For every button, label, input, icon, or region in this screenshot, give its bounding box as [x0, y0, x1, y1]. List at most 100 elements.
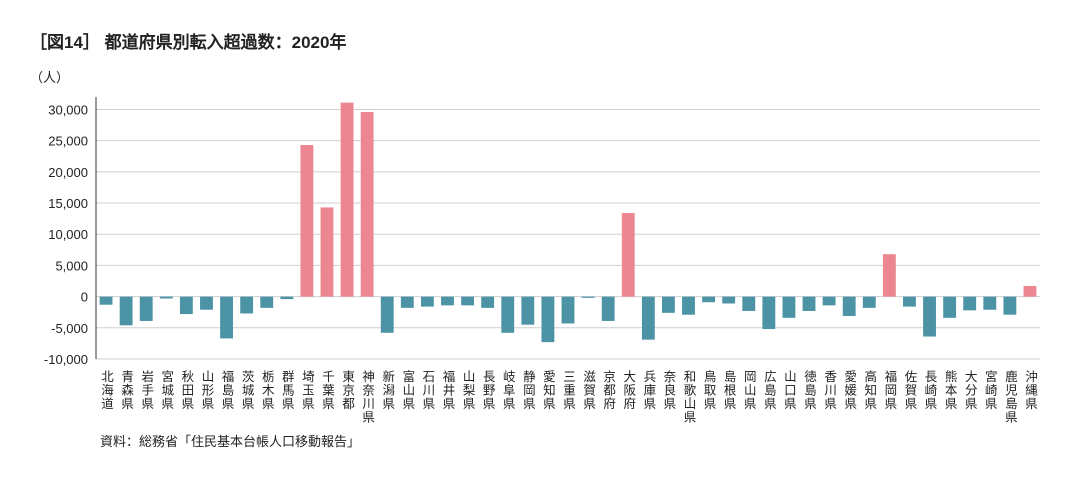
- bar: [420, 296, 434, 307]
- bar: [943, 296, 957, 318]
- bar: [300, 145, 314, 297]
- x-tick-label: 埼玉県: [300, 370, 314, 411]
- bar: [802, 296, 816, 311]
- x-tick-label: 滋賀県: [581, 369, 595, 411]
- x-tick-label: 静岡県: [521, 370, 535, 411]
- x-tick-label: 和歌山県: [682, 370, 696, 424]
- bar: [561, 296, 575, 324]
- x-tick-label: 山形県: [199, 370, 213, 411]
- bar: [521, 296, 535, 325]
- bar: [260, 296, 274, 308]
- bar: [842, 296, 856, 316]
- bar: [280, 296, 294, 300]
- bar: [722, 296, 736, 304]
- x-tick-label: 奈良県: [661, 370, 675, 411]
- x-tick-label: 宮崎県: [983, 369, 997, 411]
- x-tick-label: 宮城県: [159, 369, 173, 411]
- x-tick-label: 京都府: [601, 370, 615, 411]
- x-tick-label: 鹿児島県: [1003, 369, 1017, 424]
- y-axis-unit: （人）: [30, 70, 69, 85]
- bar: [481, 296, 495, 308]
- y-tick-label: 30,000: [48, 102, 88, 117]
- bar: [240, 296, 254, 314]
- bar: [1023, 286, 1037, 297]
- y-tick-label: 20,000: [48, 165, 88, 180]
- bar: [581, 296, 595, 298]
- x-tick-label: 沖縄県: [1023, 370, 1037, 411]
- x-tick-label: 岩手県: [139, 369, 153, 411]
- x-tick-label: 茨城県: [240, 370, 254, 411]
- y-tick-label: 10,000: [48, 227, 88, 242]
- x-tick-label: 青森県: [119, 370, 133, 411]
- x-tick-label: 島根県: [722, 369, 736, 411]
- bar: [641, 296, 655, 340]
- x-tick-label: 山口県: [782, 370, 796, 411]
- x-tick-label: 石川県: [420, 370, 434, 411]
- bar: [99, 296, 113, 305]
- x-tick-label: 愛媛県: [842, 370, 856, 411]
- x-tick-label: 広島県: [762, 370, 776, 411]
- x-tick-label: 兵庫県: [641, 370, 655, 411]
- bar: [220, 296, 233, 339]
- x-tick-label: 秋田県: [179, 370, 193, 411]
- bar: [1003, 296, 1017, 315]
- x-tick-label: 高知県: [862, 369, 876, 411]
- x-tick-label: 長崎県: [923, 370, 937, 411]
- bar: [200, 296, 213, 310]
- bar: [380, 296, 394, 333]
- y-tick-label: 25,000: [48, 134, 88, 149]
- bar: [139, 296, 153, 321]
- x-tick-label: 富山県: [400, 369, 414, 411]
- bar: [441, 296, 454, 306]
- bar: [983, 296, 997, 310]
- bar: [159, 296, 173, 299]
- bar: [320, 207, 334, 297]
- x-tick-label: 千葉県: [320, 370, 334, 411]
- bar: [882, 254, 896, 297]
- x-tick-label: 福岡県: [882, 369, 896, 411]
- bar: [923, 296, 936, 337]
- bar: [903, 296, 916, 307]
- bar: [742, 296, 756, 311]
- y-tick-label: -5,000: [51, 321, 88, 336]
- y-tick-label: -10,000: [44, 352, 88, 367]
- bar: [822, 296, 836, 306]
- x-tick-label: 群馬県: [280, 370, 294, 411]
- bar: [340, 102, 354, 297]
- x-tick-label: 山梨県: [461, 370, 475, 411]
- x-tick-label: 長野県: [481, 370, 495, 411]
- x-tick-label: 東京都: [340, 370, 354, 411]
- bar: [400, 296, 414, 308]
- bar: [501, 296, 515, 333]
- x-tick-label: 愛知県: [541, 370, 555, 411]
- bar: [119, 296, 133, 326]
- x-tick-label: 福島県: [220, 369, 234, 411]
- x-tick-label: 岐阜県: [501, 370, 515, 411]
- x-tick-label: 熊本県: [943, 369, 957, 411]
- x-tick-label: 徳島県: [802, 369, 816, 411]
- bar: [461, 296, 475, 306]
- bar: [360, 111, 374, 297]
- y-tick-label: 15,000: [48, 196, 88, 211]
- bar: [682, 296, 695, 315]
- x-tick-label: 佐賀県: [902, 370, 916, 411]
- bar: [862, 296, 876, 308]
- x-tick-label: 大阪府: [621, 370, 635, 411]
- bar: [601, 296, 615, 321]
- y-tick-label: 0: [81, 290, 88, 305]
- bar: [963, 296, 977, 311]
- x-tick-label: 岡山県: [742, 370, 756, 411]
- x-tick-label: 神奈川県: [360, 370, 374, 424]
- x-tick-label: 三重県: [561, 370, 575, 411]
- bar: [179, 296, 193, 315]
- x-tick-label: 鳥取県: [702, 369, 716, 411]
- x-tick-label: 福井県: [440, 369, 454, 411]
- bar: [782, 296, 796, 318]
- bar: [541, 296, 555, 343]
- x-tick-label: 香川県: [822, 370, 836, 411]
- bar: [661, 296, 675, 313]
- x-tick-label: 大分県: [963, 370, 977, 411]
- bar: [621, 213, 635, 297]
- x-tick-label: 栃木県: [260, 370, 274, 411]
